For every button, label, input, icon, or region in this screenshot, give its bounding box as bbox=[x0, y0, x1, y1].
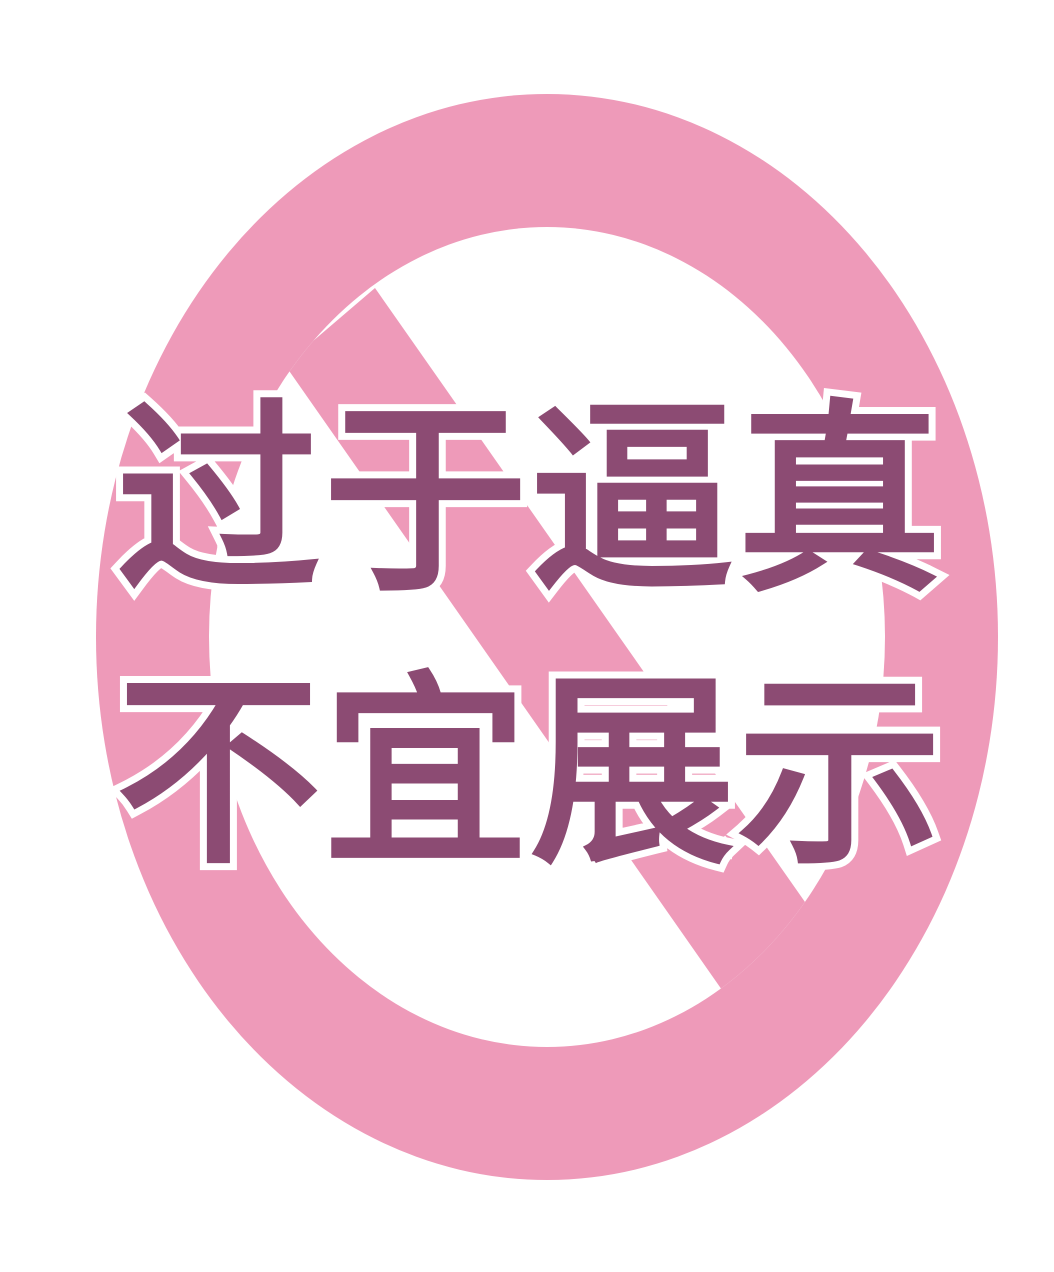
warning-text-line-1: 过于逼真 bbox=[109, 383, 949, 621]
warning-text-line-2: 不宜展示 bbox=[109, 655, 949, 893]
prohibition-slash bbox=[285, 288, 812, 990]
